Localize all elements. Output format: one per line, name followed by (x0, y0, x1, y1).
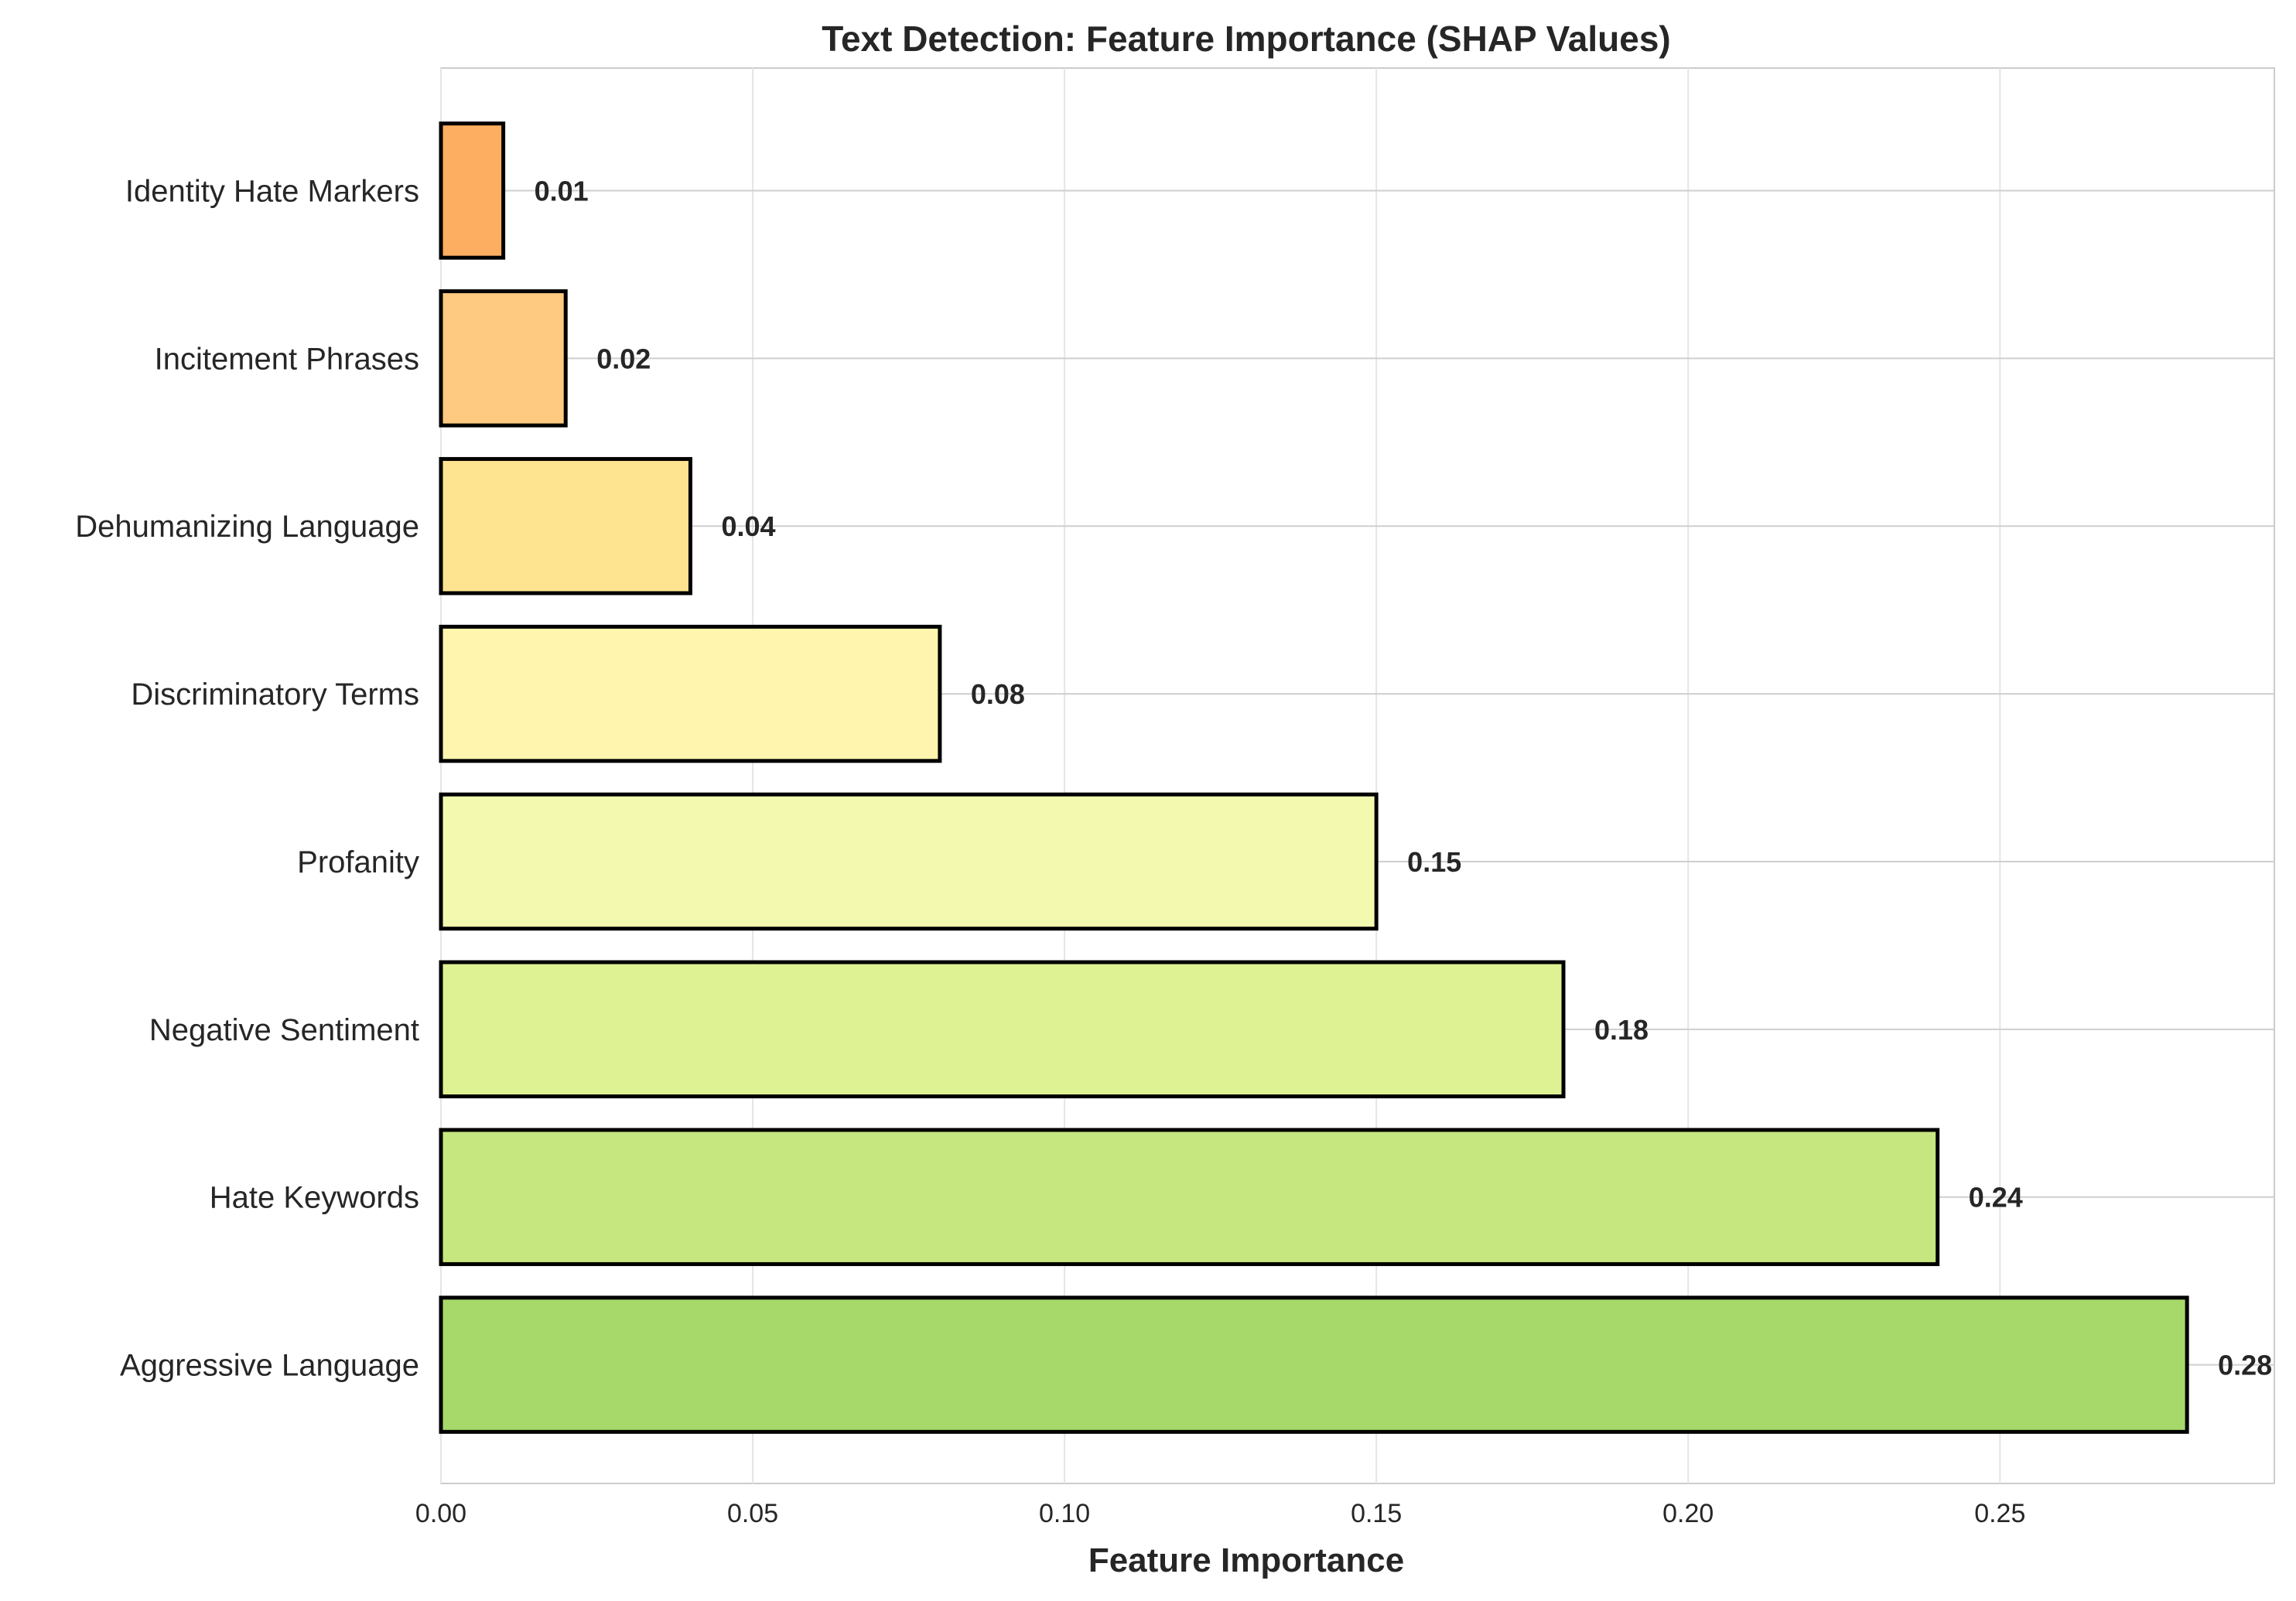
category-label: Negative Sentiment (149, 1013, 419, 1047)
x-tick-label: 0.00 (415, 1499, 466, 1528)
value-label: 0.04 (721, 510, 775, 542)
bar (439, 792, 1379, 931)
category-labels: Identity Hate Markers Incitement Phrases D… (75, 174, 419, 1382)
value-label: 0.15 (1407, 846, 1461, 878)
category-label: Identity Hate Markers (125, 174, 419, 208)
category-label: Incitement Phrases (155, 342, 419, 376)
value-label: 0.18 (1594, 1014, 1649, 1046)
value-label: 0.08 (971, 678, 1025, 710)
value-label: 0.01 (535, 175, 589, 207)
value-label: 0.02 (596, 343, 651, 374)
x-tick-label: 0.20 (1662, 1499, 1713, 1528)
chart-title: Text Detection: Feature Importance (SHAP… (822, 19, 1670, 59)
value-labels: 0.01 0.02 0.04 0.08 0.15 0.18 0.24 0.28 (535, 175, 2273, 1381)
category-label: Discriminatory Terms (131, 678, 419, 712)
grid-layer (440, 67, 2275, 1484)
category-label: Aggressive Language (120, 1349, 419, 1383)
bar (439, 1295, 2189, 1434)
bar (439, 960, 1566, 1099)
category-label: Dehumanizing Language (75, 510, 419, 544)
category-label: Hate Keywords (210, 1181, 419, 1215)
x-tick-label: 0.10 (1039, 1499, 1090, 1528)
bar (439, 121, 506, 260)
bar (439, 624, 942, 763)
x-axis-label: Feature Importance (1088, 1541, 1404, 1579)
bars-layer (439, 121, 2189, 1434)
x-tick-labels: 0.00 0.05 0.10 0.15 0.20 0.25 (415, 1499, 2025, 1528)
x-tick-label: 0.15 (1351, 1499, 1402, 1528)
bar (439, 289, 568, 428)
value-label: 0.24 (1969, 1182, 2023, 1214)
x-tick-label: 0.25 (1974, 1499, 2025, 1528)
bar (439, 1128, 1940, 1266)
category-label: Profanity (297, 845, 419, 879)
x-tick-label: 0.05 (727, 1499, 778, 1528)
value-label: 0.28 (2218, 1350, 2272, 1381)
bar (439, 456, 692, 596)
